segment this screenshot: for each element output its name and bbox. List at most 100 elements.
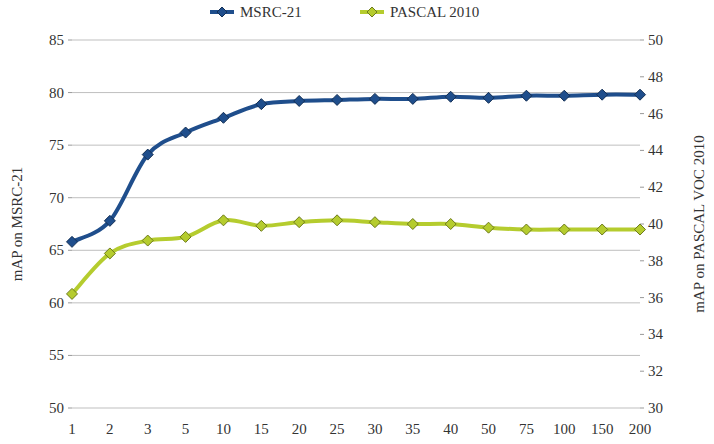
series-marker: [407, 93, 418, 104]
series-marker: [104, 215, 115, 226]
legend-label: MSRC-21: [240, 4, 302, 20]
y-tick-label: 80: [49, 85, 64, 101]
y-tick-label: 85: [49, 32, 64, 48]
series-marker: [332, 94, 343, 105]
y2-tick: [640, 408, 644, 409]
y2-tick: [640, 260, 644, 261]
series-marker: [559, 90, 570, 101]
grid-line: [72, 355, 640, 356]
y2-tick-label: 34: [648, 326, 664, 342]
x-tick-label: 40: [443, 421, 458, 437]
series-marker: [597, 224, 608, 235]
series-marker: [483, 222, 494, 233]
y-tick: [68, 408, 72, 409]
grid-line: [72, 302, 640, 303]
x-tick-label: 20: [292, 421, 307, 437]
y-tick-label: 70: [49, 190, 64, 206]
y2-tick-label: 32: [648, 363, 663, 379]
series-marker: [104, 248, 115, 259]
y2-tick-label: 46: [648, 106, 664, 122]
legend-marker: [217, 7, 227, 17]
y2-tick-label: 40: [648, 216, 663, 232]
y-tick-label: 60: [49, 295, 64, 311]
y-tick: [68, 145, 72, 146]
grid-line: [72, 92, 640, 93]
series-marker: [559, 224, 570, 235]
y-axis-label: mAP on MSRC-21: [9, 167, 25, 281]
y2-tick: [640, 297, 644, 298]
y-tick-label: 50: [49, 400, 64, 416]
grid-line: [72, 408, 640, 409]
x-tick-label: 15: [254, 421, 269, 437]
series-marker: [635, 89, 646, 100]
x-tick-label: 30: [367, 421, 382, 437]
y-tick-label: 75: [49, 137, 64, 153]
series-marker: [142, 149, 153, 160]
grid-line: [72, 197, 640, 198]
x-tick-label: 25: [330, 421, 345, 437]
series-marker: [369, 93, 380, 104]
y2-tick: [640, 113, 644, 114]
y2-tick: [640, 40, 644, 41]
grid-line: [72, 40, 640, 41]
legend-marker: [367, 7, 377, 17]
series-marker: [180, 127, 191, 138]
chart-root: 5055606570758085303234363840424446485012…: [0, 0, 714, 444]
series-marker: [521, 224, 532, 235]
series-marker: [256, 220, 267, 231]
x-tick-label: 75: [519, 421, 534, 437]
y2-tick: [640, 187, 644, 188]
x-tick-label: 35: [405, 421, 420, 437]
series-line: [72, 220, 640, 294]
plot-area: [67, 89, 646, 299]
x-tick-label: 150: [591, 421, 614, 437]
series-marker: [332, 215, 343, 226]
series-marker: [67, 236, 78, 247]
y2-tick-label: 38: [648, 253, 663, 269]
y2-tick: [640, 371, 644, 372]
x-tick-label: 200: [629, 421, 652, 437]
series-marker: [445, 219, 456, 230]
series-marker: [369, 217, 380, 228]
y-tick: [68, 355, 72, 356]
legend-label: PASCAL 2010: [390, 4, 479, 20]
y2-tick: [640, 76, 644, 77]
x-tick-label: 100: [553, 421, 576, 437]
series-marker: [142, 235, 153, 246]
chart: 5055606570758085303234363840424446485012…: [0, 0, 714, 444]
y-tick: [68, 302, 72, 303]
series-marker: [407, 219, 418, 230]
series-marker: [218, 112, 229, 123]
y2-tick: [640, 334, 644, 335]
y-tick: [68, 197, 72, 198]
y2-tick-label: 30: [648, 400, 663, 416]
y2-tick-label: 48: [648, 69, 663, 85]
series-marker: [180, 231, 191, 242]
y2-tick-label: 42: [648, 179, 663, 195]
y2-tick-label: 36: [648, 290, 664, 306]
legend: MSRC-21 PASCAL 2010: [210, 4, 479, 20]
series-marker: [67, 288, 78, 299]
x-tick-label: 1: [68, 421, 76, 437]
y2-tick-label: 50: [648, 32, 663, 48]
x-tick-label: 2: [106, 421, 114, 437]
series-marker: [294, 217, 305, 228]
series-marker: [294, 95, 305, 106]
x-tick-label: 5: [182, 421, 190, 437]
y-tick: [68, 250, 72, 251]
x-tick-label: 3: [144, 421, 152, 437]
y2-tick: [640, 150, 644, 151]
series-marker: [445, 91, 456, 102]
y-tick-label: 65: [49, 242, 64, 258]
series-marker: [635, 224, 646, 235]
y-tick: [68, 40, 72, 41]
y2-axis-label: mAP on PASCAL VOC 2010: [691, 135, 707, 312]
y-tick-label: 55: [49, 347, 64, 363]
grid-line: [72, 250, 640, 251]
y-tick: [68, 92, 72, 93]
series-marker: [218, 215, 229, 226]
series-marker: [597, 89, 608, 100]
y2-tick-label: 44: [648, 142, 664, 158]
series-marker: [483, 92, 494, 103]
x-tick-label: 10: [216, 421, 231, 437]
